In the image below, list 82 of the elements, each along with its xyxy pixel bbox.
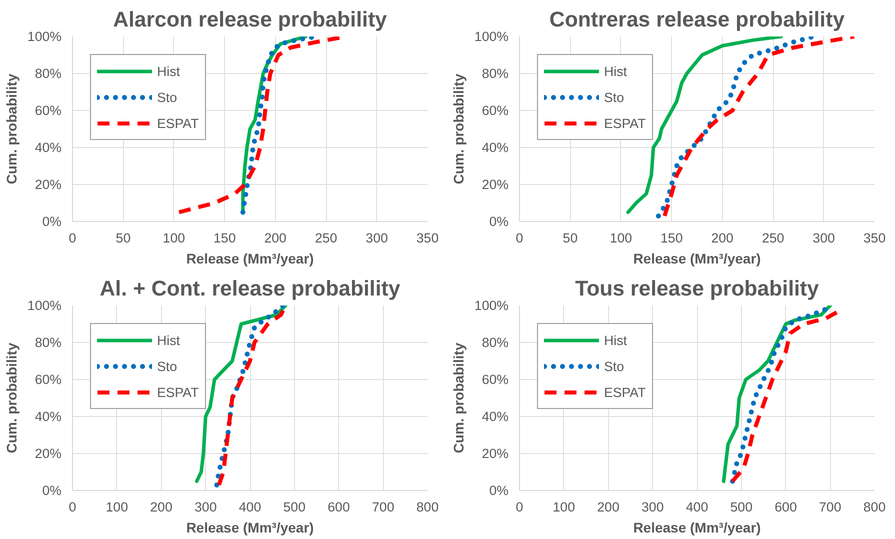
legend-label: ESPAT <box>604 116 646 130</box>
y-tick-label: 80% <box>34 66 62 81</box>
y-axis-title: Cum. probability <box>450 342 466 454</box>
x-tick-label: 400 <box>238 500 262 514</box>
legend-label: Hist <box>157 64 180 78</box>
y-tick-label: 20% <box>34 177 62 192</box>
y-tick-label: 0% <box>489 483 509 498</box>
x-tick-label: 100 <box>610 230 632 246</box>
x-tick-label: 300 <box>642 500 664 514</box>
x-tick-label: 300 <box>194 500 217 514</box>
y-tick-label: 60% <box>34 372 62 387</box>
y-tick-label: 100% <box>27 298 62 313</box>
chart-title: Tous release probability <box>575 276 820 300</box>
x-tick-label: 500 <box>730 500 753 514</box>
y-tick-label: 40% <box>482 409 509 424</box>
x-tick-label: 350 <box>863 230 886 246</box>
x-tick-label: 800 <box>416 500 439 514</box>
y-tick-label: 40% <box>34 140 62 155</box>
y-axis-title: Cum. probability <box>450 74 466 184</box>
x-tick-label: 300 <box>812 230 835 246</box>
x-axis-title: Release (Mm³/year) <box>186 250 314 266</box>
x-tick-label: 250 <box>314 230 338 246</box>
x-tick-label: 400 <box>686 500 708 514</box>
x-tick-label: 0 <box>516 230 524 246</box>
y-tick-label: 100% <box>27 29 62 44</box>
x-tick-label: 100 <box>552 500 576 514</box>
legend-label: Hist <box>157 332 180 348</box>
x-tick-label: 150 <box>660 230 683 246</box>
y-tick-label: 60% <box>482 103 509 118</box>
chart-title: Alarcon release probability <box>113 8 388 32</box>
legend-label: Sto <box>157 358 178 374</box>
x-tick-label: 600 <box>328 500 350 514</box>
x-tick-label: 0 <box>68 500 76 514</box>
x-tick-label: 500 <box>283 500 306 514</box>
y-tick-label: 80% <box>482 66 509 81</box>
legend-label: ESPAT <box>157 384 199 400</box>
x-tick-label: 200 <box>597 500 620 514</box>
x-tick-label: 50 <box>116 230 131 246</box>
y-tick-label: 40% <box>34 409 62 424</box>
x-tick-label: 50 <box>562 230 578 246</box>
legend-label: ESPAT <box>604 384 646 400</box>
x-axis-title: Release (Mm³/year) <box>186 520 314 536</box>
x-tick-label: 800 <box>863 500 886 514</box>
x-tick-label: 200 <box>264 230 286 246</box>
legend-label: ESPAT <box>157 116 199 130</box>
x-tick-label: 100 <box>162 230 186 246</box>
legend-label: Sto <box>604 90 624 104</box>
x-tick-label: 700 <box>372 500 394 514</box>
legend-label: Hist <box>604 64 627 78</box>
y-tick-label: 80% <box>482 335 509 350</box>
x-tick-label: 0 <box>68 230 76 246</box>
legend-label: Sto <box>157 90 178 104</box>
x-tick-label: 200 <box>711 230 734 246</box>
y-tick-label: 0% <box>42 214 62 229</box>
x-tick-label: 200 <box>150 500 172 514</box>
x-axis-title: Release (Mm³/year) <box>633 520 761 536</box>
legend-label: Sto <box>604 358 624 374</box>
y-tick-label: 20% <box>482 177 509 192</box>
y-tick-label: 0% <box>489 214 509 229</box>
x-axis-title: Release (Mm³/year) <box>633 250 761 266</box>
y-axis-title: Cum. probability <box>3 342 20 454</box>
y-tick-label: 100% <box>474 298 509 313</box>
y-tick-label: 0% <box>42 483 62 498</box>
x-tick-label: 600 <box>774 500 797 514</box>
x-tick-label: 150 <box>214 230 236 246</box>
x-tick-label: 300 <box>366 230 388 246</box>
y-tick-label: 60% <box>482 372 509 387</box>
x-tick-label: 350 <box>416 230 439 246</box>
legend-label: Hist <box>604 332 627 348</box>
x-tick-label: 700 <box>819 500 842 514</box>
y-tick-label: 20% <box>482 446 509 461</box>
y-tick-label: 60% <box>34 103 62 118</box>
y-axis-title: Cum. probability <box>3 74 20 184</box>
y-tick-label: 40% <box>482 140 509 155</box>
y-tick-label: 20% <box>34 446 62 461</box>
y-tick-label: 100% <box>474 29 509 44</box>
chart-title: Al. + Cont. release probability <box>100 276 400 300</box>
chart-title: Contreras release probability <box>549 8 845 32</box>
x-tick-label: 250 <box>762 230 784 246</box>
x-tick-label: 0 <box>516 500 524 514</box>
x-tick-label: 100 <box>106 500 128 514</box>
y-tick-label: 80% <box>34 335 62 350</box>
